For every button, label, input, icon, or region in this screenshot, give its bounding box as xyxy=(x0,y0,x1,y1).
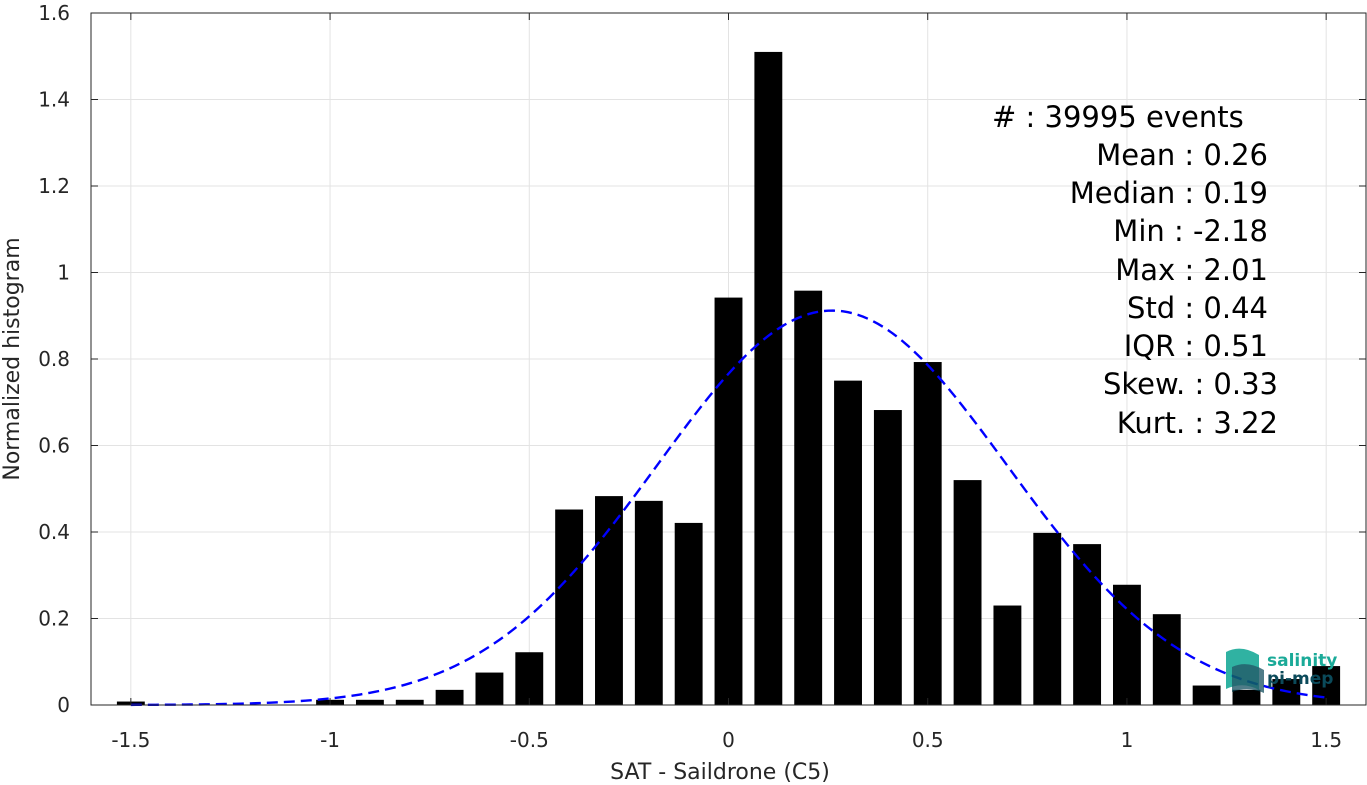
x-axis-label: SAT - Saildrone (C5) xyxy=(610,760,830,785)
x-tick-label: 0.5 xyxy=(912,728,944,752)
stats-kurt: Kurt. : 3.22 xyxy=(1117,406,1278,440)
histogram-bar xyxy=(435,689,464,705)
histogram-bar xyxy=(953,480,982,705)
stats-skew: Skew. : 0.33 xyxy=(1103,367,1278,401)
y-tick-label: 0.4 xyxy=(38,520,70,544)
y-tick-label: 0 xyxy=(57,693,70,717)
wave-icon xyxy=(1226,648,1264,693)
y-tick-label: 0.2 xyxy=(38,607,70,631)
gaussian-fit-curve xyxy=(130,309,1327,707)
y-tick-labels: 0 0.2 0.4 0.6 0.8 1 1.2 1.4 1.6 xyxy=(38,1,70,717)
histogram-bars xyxy=(116,51,1341,706)
histogram-bar xyxy=(714,297,743,705)
stats-max: Max : 2.01 xyxy=(1115,253,1268,287)
stats-mean: Mean : 0.26 xyxy=(1096,138,1268,172)
histogram-bar xyxy=(674,522,703,705)
histogram-bar xyxy=(515,652,544,705)
stats-events: # : 39995 events xyxy=(992,100,1244,134)
histogram-bar xyxy=(595,496,623,705)
stats-iqr: IQR : 0.51 xyxy=(1124,329,1268,363)
histogram-bar xyxy=(634,500,663,705)
histogram-bar xyxy=(1232,689,1261,705)
stats-min: Min : -2.18 xyxy=(1113,214,1268,248)
y-tick-label: 1.6 xyxy=(38,1,70,25)
x-tick-labels: -1.5 -1 -0.5 0 0.5 1 1.5 xyxy=(111,728,1342,752)
histogram-bar xyxy=(1112,584,1141,705)
histogram-bar xyxy=(355,699,384,705)
histogram-bar xyxy=(1033,532,1062,705)
x-tick-label: 0 xyxy=(722,728,735,752)
histogram-bar xyxy=(834,380,862,705)
histogram-bar xyxy=(1152,614,1181,705)
y-axis-label: Normalized histogram xyxy=(0,237,25,480)
histogram-bar xyxy=(794,290,823,705)
stats-median: Median : 0.19 xyxy=(1070,176,1268,210)
histogram-bar xyxy=(555,509,584,705)
x-tick-label: 1.5 xyxy=(1310,728,1342,752)
histogram-bar xyxy=(913,362,942,705)
histogram-bar xyxy=(395,699,424,705)
logo-line-2: pi-mep xyxy=(1267,669,1333,689)
y-tick-label: 1.4 xyxy=(38,88,70,112)
x-tick-label: 1 xyxy=(1121,728,1134,752)
histogram-bar xyxy=(1192,685,1221,705)
x-tick-label: -0.5 xyxy=(510,728,549,752)
histogram-bar xyxy=(1073,544,1102,705)
histogram-bar xyxy=(993,605,1022,705)
histogram-bar xyxy=(754,51,783,706)
salinity-pimep-logo: salinity pi-mep xyxy=(1226,648,1337,693)
logo-line-1: salinity xyxy=(1267,651,1337,671)
axis-ticks xyxy=(91,12,1366,706)
x-tick-label: -1.5 xyxy=(111,728,150,752)
y-tick-label: 1.2 xyxy=(38,174,70,198)
y-tick-label: 1 xyxy=(57,261,70,285)
y-tick-label: 0.6 xyxy=(38,434,70,458)
stats-std: Std : 0.44 xyxy=(1127,291,1268,325)
stats-box: # : 39995 events Mean : 0.26 Median : 0.… xyxy=(992,100,1278,440)
y-tick-label: 0.8 xyxy=(38,347,70,371)
histogram-bar xyxy=(873,410,902,705)
histogram-bar xyxy=(475,672,504,705)
x-tick-label: -1 xyxy=(320,728,340,752)
